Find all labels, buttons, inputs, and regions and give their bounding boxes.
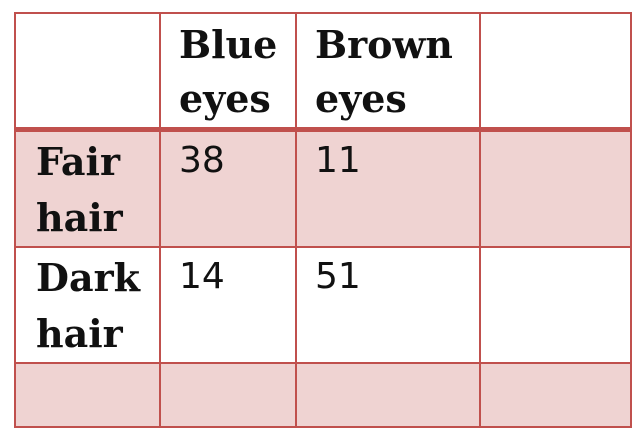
row-header-line: hair xyxy=(36,194,123,240)
table-cell: 51 xyxy=(295,245,481,364)
header-row: Blue eyes Brown eyes xyxy=(14,12,632,132)
table-cell: 14 xyxy=(159,245,297,364)
column-header-line: eyes xyxy=(315,76,407,121)
row-header-line: Dark xyxy=(36,254,140,300)
table-cell xyxy=(479,245,632,364)
table-cell: 11 xyxy=(295,128,481,248)
table-cell xyxy=(14,361,161,428)
cell-value: 14 xyxy=(179,255,225,297)
table-cell xyxy=(479,128,632,248)
cell-value xyxy=(315,365,478,368)
cell-value xyxy=(499,365,629,368)
table-cell xyxy=(479,361,632,428)
contingency-table: Blue eyes Brown eyes Fair hair 38 11 Dar… xyxy=(14,12,632,428)
column-header-brown-eyes: Brown eyes xyxy=(295,12,481,132)
table-row-empty xyxy=(14,361,632,428)
cell-value xyxy=(179,365,294,368)
corner-cell xyxy=(14,12,161,132)
cell-value: 51 xyxy=(315,255,361,297)
row-header-dark-hair: Dark hair xyxy=(14,245,161,364)
column-header-empty xyxy=(479,12,632,132)
table-cell xyxy=(159,361,297,428)
table-row-dark-hair: Dark hair 14 51 xyxy=(14,245,632,364)
row-header-line: hair xyxy=(36,310,123,356)
cell-value xyxy=(499,249,629,252)
cell-value: 38 xyxy=(179,139,225,181)
row-header-line: Fair xyxy=(36,138,120,184)
column-header-blue-eyes: Blue eyes xyxy=(159,12,297,132)
table-cell xyxy=(295,361,481,428)
cell-value xyxy=(499,132,629,136)
column-header-line: Blue xyxy=(179,22,278,67)
table-row-fair-hair: Fair hair 38 11 xyxy=(14,128,632,248)
column-header-line: Brown xyxy=(315,22,453,67)
column-header-line: eyes xyxy=(179,76,271,121)
cell-value: 11 xyxy=(315,139,361,181)
row-header-fair-hair: Fair hair xyxy=(14,128,161,248)
table-cell: 38 xyxy=(159,128,297,248)
